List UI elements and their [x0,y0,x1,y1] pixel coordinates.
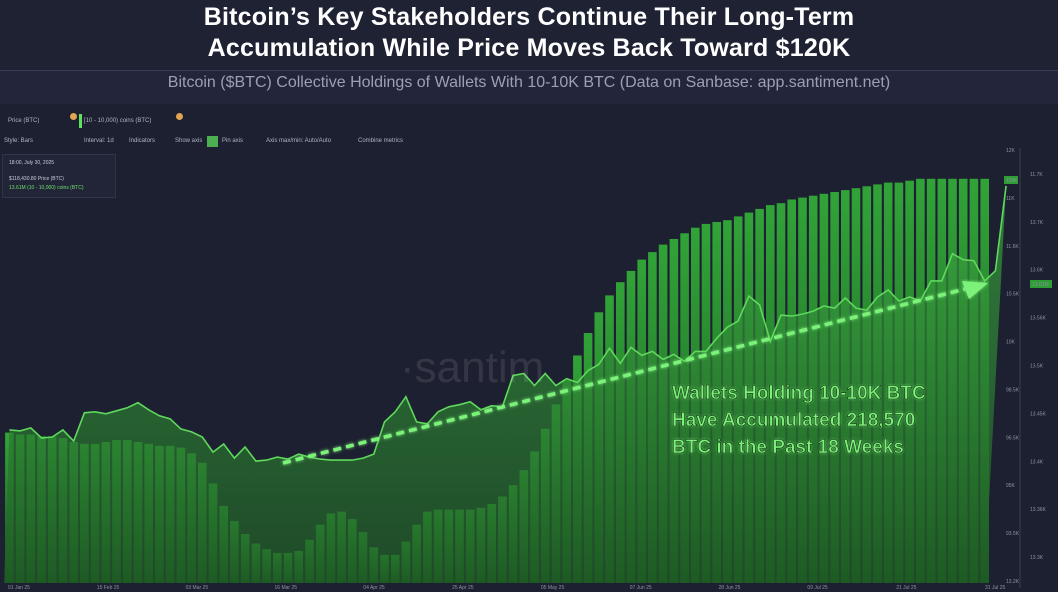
header: Bitcoin’s Key Stakeholders Continue Thei… [0,0,1058,71]
axis-max-min-select[interactable]: Axis max/min: Auto/Auto [266,138,332,144]
trend-line [282,287,966,465]
y-tick-label: 11.6K [1006,244,1019,250]
chart-toolbar: Price (BTC) [10 - 10,000) coins (BTC) St… [0,104,1058,147]
x-tick-label: 01 Jan 25 [8,585,30,591]
x-tick-label: 09 Jul 25 [807,585,828,591]
holdings-color-bar-icon [79,114,82,128]
x-tick-label: 03 Mar 25 [186,585,209,591]
chart-subtitle: Bitcoin ($BTC) Collective Holdings of Wa… [167,74,891,91]
y-tick-label: 96.5K [1006,435,1020,441]
trend-arrowhead-icon [962,281,988,299]
x-tick-label: 07 Jun 25 [630,585,652,591]
y-tick-label: 10K [1006,340,1016,346]
legend-price-label: Price (BTC) [37,176,64,182]
y-tick-label: 13.36K [1030,507,1047,513]
y-tick-label: 13.56K [1030,316,1047,322]
y-tick-label: 13.6K [1030,268,1044,274]
y-tick-label: 13.7K [1030,220,1044,226]
trend-arrow [282,281,988,465]
legend-holdings: 13.61M (10 - 10,000) coins (BTC) [9,185,84,191]
x-tick-label: 21 Jul 25 [896,585,917,591]
price-area-fill [4,185,1007,583]
pin-axis-toggle[interactable]: Pin axis [222,138,244,144]
price-color-dot-icon [70,113,77,120]
y-tick-label: 13.2K [1006,579,1020,585]
y-tick-label: 13.45K [1030,411,1047,417]
price-line [9,185,1007,462]
x-tick-label: 04 Apr 25 [363,585,385,591]
y-tick-label: 10.5K [1006,292,1020,298]
current-price-marker [1004,176,1018,184]
legend-price-value: $118,430.80 [9,176,37,182]
y-tick-label: 13.5K [1030,364,1044,370]
y-tick-label: 13.4K [1030,459,1044,465]
annotation-line-3: BTC in the Past 18 Weeks [672,437,904,458]
tab-price[interactable]: Price (BTC) [8,118,40,124]
santiment-watermark: ·santim [400,343,544,392]
holdings-color-dot-icon [176,113,183,120]
tab-holdings[interactable]: [10 - 10,000) coins (BTC) [84,118,152,124]
x-tick-label: 25 Apr 25 [452,585,474,591]
style-select[interactable]: Style: Bars [4,138,34,144]
title-line-1: Bitcoin’s Key Stakeholders Continue Thei… [203,3,855,31]
y-tick-label: 95K [1006,483,1016,489]
axes: 01 Jan 25 15 Feb 25 03 Mar 25 16 Mar 25 04 A… [8,148,1052,591]
x-tick-label: 05 May 25 [541,585,565,591]
annotation-line-2: Have Accumulated 218,570 [672,410,915,431]
chart-legend: 18:00, July 30, 2025 $118,430.80 Price (… [2,154,116,198]
indicators-button[interactable]: Indicators [129,138,156,144]
interval-select[interactable]: Interval: 1d [84,138,114,144]
y-tick-label: 93.5K [1006,531,1020,537]
show-axis-checkbox[interactable] [207,136,218,147]
page-title: Bitcoin’s Key Stakeholders Continue Thei… [0,2,1058,64]
x-tick-label: 31 Jul 25 [985,585,1006,591]
title-line-2: Accumulation While Price Moves Back Towa… [207,34,851,62]
y-tick-label: 98.5K [1006,387,1020,393]
annotation-line-1: Wallets Holding 10-10K BTC [672,383,926,404]
y-tick-label: 11K [1006,196,1015,202]
combine-metrics-button[interactable]: Combine metrics [358,138,404,144]
annotation: Wallets Holding 10-10K BTC Have Accumula… [672,383,927,459]
show-axis-toggle[interactable]: Show axis [175,138,203,144]
legend-date: 18:00, July 30, 2025 [9,160,55,166]
current-holdings-label: 13.61M [1032,282,1049,288]
current-holdings-marker [1030,280,1052,288]
y-tick-label: 13.3K [1030,555,1044,561]
legend-holdings-label: (10 - 10,000) coins (BTC) [27,185,84,191]
x-tick-label: 16 Mar 25 [275,585,298,591]
current-price-label: 118K [1006,178,1018,184]
y-tick-label: 11.7K [1030,172,1043,178]
legend-holdings-value: 13.61M [9,185,26,191]
x-tick-label: 15 Feb 25 [97,585,120,591]
legend-price: $118,430.80 Price (BTC) [9,176,64,182]
y-tick-label: 12K [1006,148,1016,154]
x-tick-label: 28 Jun 25 [719,585,741,591]
price-area [4,185,1007,583]
